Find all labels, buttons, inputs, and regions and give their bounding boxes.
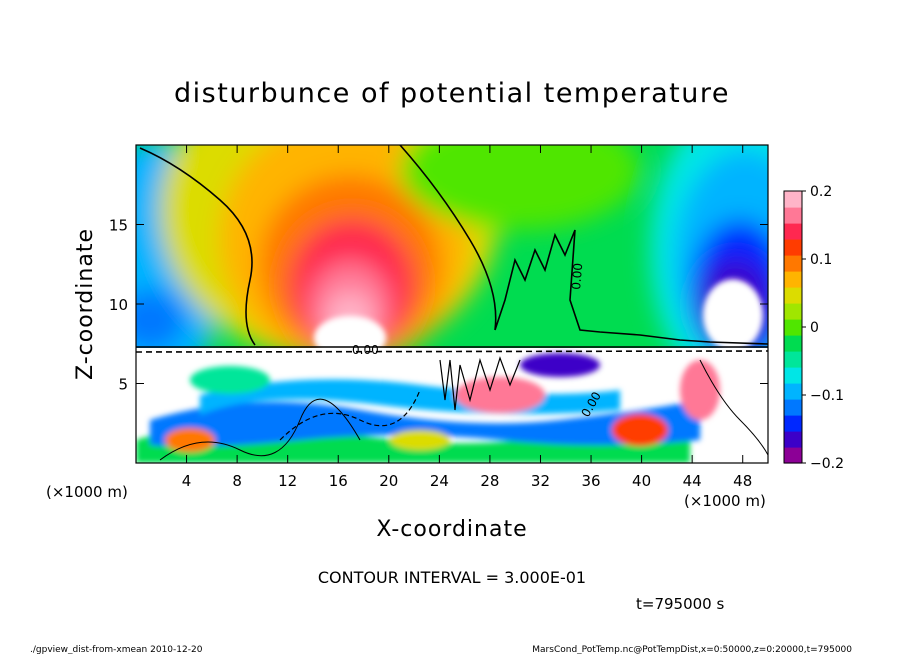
colorbar-swatch-11: [784, 271, 802, 288]
colorbar-swatch-14: [784, 223, 802, 240]
time-label: t=795000 s: [636, 595, 724, 613]
colorbar-swatch-6: [784, 351, 802, 368]
colorbar-swatch-0: [784, 447, 802, 464]
contour-lower-4: [439, 356, 521, 411]
y-unit-label-right: (×1000 m): [684, 492, 766, 510]
y-tick-label-2: 15: [109, 217, 128, 235]
field-blob-midright-green: [400, 145, 640, 230]
lower-blob-2: [455, 377, 545, 413]
colorbar-swatch-13: [784, 239, 802, 256]
colorbar-swatch-1: [784, 431, 802, 448]
lower-blob-4: [165, 428, 215, 452]
footer-right: MarsCond_PotTemp.nc@PotTempDist,x=0:5000…: [532, 645, 852, 654]
x-tick-label-1: 8: [232, 472, 242, 490]
lower-blob-7: [680, 360, 720, 420]
y-tick-label-1: 10: [109, 296, 128, 314]
x-tick-label-4: 20: [379, 472, 398, 490]
colorbar-swatch-5: [784, 367, 802, 384]
colorbar-swatch-9: [784, 303, 802, 320]
x-tick-label-2: 12: [278, 472, 297, 490]
colorbar-swatch-2: [784, 415, 802, 432]
lower-layer-field: [136, 348, 768, 463]
x-tick-label-3: 16: [329, 472, 348, 490]
contour-label-1: 0.00: [352, 343, 379, 357]
colorbar-swatch-16: [784, 191, 802, 208]
contour-interval-label: CONTOUR INTERVAL = 3.000E-01: [318, 568, 586, 587]
y-axis-label: Z-coordinate: [73, 228, 98, 380]
colorbar-swatch-12: [784, 255, 802, 272]
colorbar-swatch-8: [784, 319, 802, 336]
colorbar-swatch-7: [784, 335, 802, 352]
footer-left: ./gpview_dist-from-xmean 2010-12-20: [30, 645, 203, 654]
lower-band-blue: [150, 400, 700, 447]
x-tick-label-9: 40: [632, 472, 651, 490]
contour-lower-3: [699, 359, 768, 456]
colorbar-label-3: −0.1: [810, 388, 844, 404]
contour-zero-mid: [399, 145, 768, 345]
lower-blob-1: [190, 366, 270, 394]
lower-blob-3: [612, 414, 668, 446]
x-unit-label-left: (×1000 m): [46, 483, 128, 501]
colorbar-label-2: 0: [810, 320, 819, 336]
x-tick-label-7: 32: [531, 472, 550, 490]
contour-lower-2: [279, 389, 421, 441]
x-axis-label: X-coordinate: [376, 517, 527, 542]
colorbar-label-0: 0.2: [810, 184, 832, 200]
x-tick-label-10: 44: [683, 472, 702, 490]
colorbar-label-4: −0.2: [810, 456, 844, 472]
colorbar-swatch-3: [784, 399, 802, 416]
colorbar: 0.2 0.1 0 −0.1 −0.2: [783, 184, 844, 472]
lower-blob-6: [520, 353, 600, 377]
upper-layer-field: [136, 145, 768, 400]
chart-title: disturbunce of potential temperature: [174, 78, 730, 109]
colorbar-label-1: 0.1: [810, 252, 832, 268]
plot-area: 0.00 0.00 0.00: [136, 145, 768, 463]
y-axis: 5 10 15: [109, 217, 768, 394]
contour-interface-2: [136, 350, 768, 353]
colorbar-swatch-10: [784, 287, 802, 304]
saturated-region-cold: [703, 279, 763, 351]
y-tick-label-0: 5: [118, 376, 128, 394]
x-tick-label-8: 36: [581, 472, 600, 490]
field-blob-left-cold-core: [136, 290, 185, 350]
contour-zero-left: [139, 147, 256, 346]
contours: [136, 145, 768, 461]
contour-label-2: 0.00: [569, 262, 585, 290]
colorbar-swatch-15: [784, 207, 802, 224]
x-tick-label-5: 24: [430, 472, 449, 490]
x-tick-label-11: 48: [733, 472, 752, 490]
x-axis: 4 8 12 16 20 24 28 32 36 40 44 48: [182, 145, 752, 490]
lower-blob-5: [390, 430, 450, 450]
contour-lower-1: [159, 398, 361, 461]
colorbar-swatch-4: [784, 383, 802, 400]
x-tick-label-0: 4: [182, 472, 192, 490]
x-tick-label-6: 28: [480, 472, 499, 490]
